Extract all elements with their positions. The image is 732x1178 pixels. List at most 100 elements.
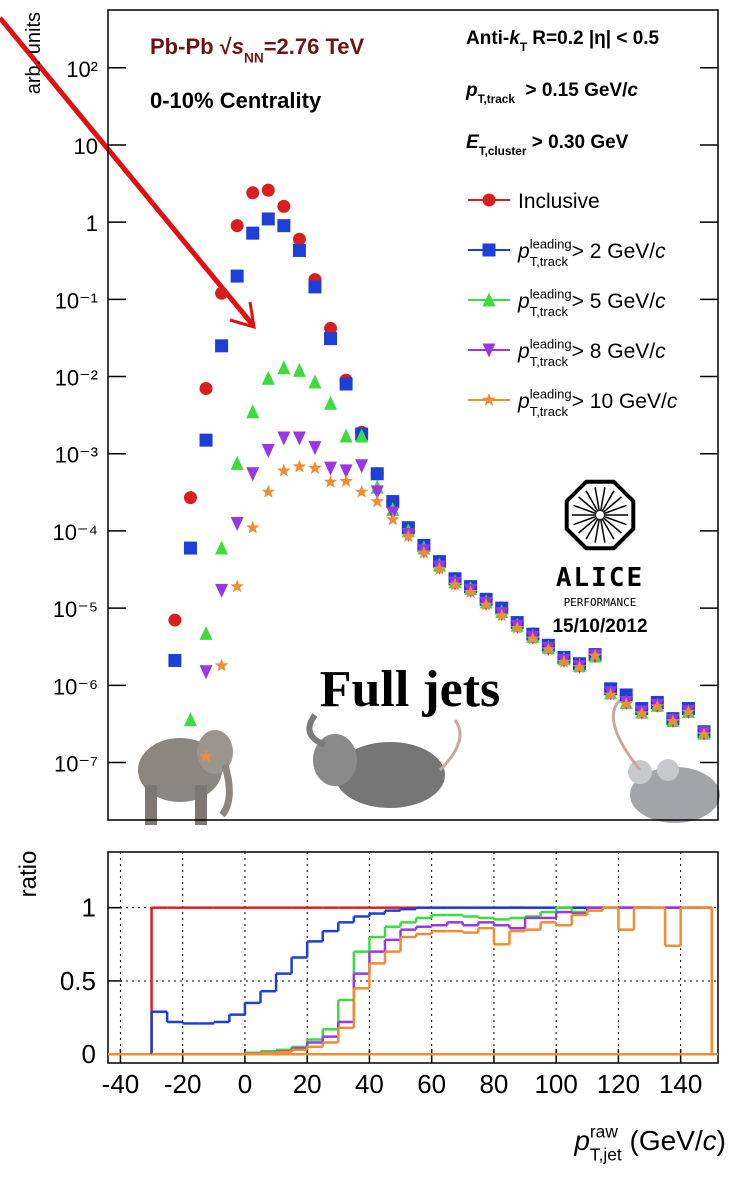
marker: [401, 529, 416, 543]
marker: [386, 495, 400, 509]
text-part: c: [655, 240, 666, 263]
plot-frame: [107, 851, 719, 1064]
text-part: c: [703, 1125, 717, 1156]
marker: [246, 226, 260, 240]
legend-label: pleading T,track > 5 GeV/c: [517, 287, 666, 319]
step-riser: [150, 907, 714, 1055]
marker: [324, 321, 338, 335]
marker: [494, 608, 509, 622]
legend-marker: [482, 392, 496, 406]
arrow: [0, 16, 256, 330]
text-part: p: [573, 1125, 590, 1156]
text-part: p: [465, 80, 478, 101]
marker: [324, 461, 338, 476]
marker: [324, 395, 338, 410]
marker: [230, 516, 244, 531]
text-part: s: [232, 34, 244, 59]
logo-ray: [573, 504, 597, 515]
y-tick-label: 1: [82, 893, 96, 923]
y-tick-label: 10²: [66, 57, 98, 82]
marker: [168, 653, 182, 667]
legend-label: pleading T,track > 8 GeV/c: [517, 337, 666, 369]
text-part: leading: [530, 237, 572, 252]
text-part: p: [517, 240, 530, 263]
marker: [215, 286, 229, 300]
y-tick-label: 10⁻¹: [55, 288, 98, 313]
text-part: leading: [530, 337, 572, 352]
text-part: T,track: [478, 93, 516, 106]
marker: [261, 370, 275, 385]
marker: [292, 431, 306, 446]
x-tick-label: 40: [355, 1069, 384, 1099]
logo-ray: [602, 516, 622, 534]
marker: [681, 704, 696, 718]
text-part: c: [655, 290, 666, 313]
marker: [199, 625, 213, 640]
text-part: c: [627, 80, 638, 101]
y-tick-label: 10⁻⁶: [53, 674, 98, 699]
marker: [324, 332, 338, 346]
text-part: > 10 GeV/: [572, 390, 667, 413]
text-part: (GeV/: [622, 1125, 703, 1156]
marker: [354, 484, 369, 498]
marker: [339, 377, 353, 391]
x-tick-label: 0: [238, 1069, 252, 1099]
marker: [277, 199, 291, 213]
text-part: T,track: [530, 354, 569, 369]
marker: [261, 444, 275, 459]
y-tick-label: 1: [86, 211, 98, 236]
marker: [183, 712, 197, 727]
y-tick-label: 10⁻²: [55, 366, 98, 391]
marker: [526, 631, 540, 645]
y-tick-label: 10⁻³: [55, 443, 98, 468]
logo-ray: [573, 515, 597, 526]
marker: [355, 428, 369, 443]
text-part: > 5 GeV/: [572, 290, 656, 313]
marker: [261, 484, 276, 498]
marker: [463, 585, 478, 599]
text-part: E: [466, 132, 480, 153]
annotation: Full jets: [320, 661, 501, 718]
text-part: p: [517, 340, 530, 363]
text-part: leading: [530, 387, 572, 402]
legend-marker: [482, 193, 496, 207]
text-part: leading: [530, 287, 572, 302]
legend-marker: [482, 343, 496, 358]
logo-subtitle: PERFORMANCE: [564, 596, 637, 609]
marker: [214, 658, 229, 672]
marker: [619, 697, 633, 710]
marker: [168, 613, 182, 627]
marker: [308, 461, 322, 474]
marker: [448, 577, 462, 591]
logo-ray: [603, 504, 627, 515]
marker: [215, 339, 229, 353]
marker: [277, 219, 291, 233]
y-tick-label: 10⁻⁵: [53, 597, 98, 622]
marker: [230, 579, 244, 593]
marker: [479, 597, 493, 611]
x-tick-label: 80: [479, 1069, 508, 1099]
marker: [277, 360, 291, 375]
marker: [650, 699, 665, 713]
logo-octagon: [564, 479, 636, 551]
marker: [277, 463, 291, 477]
text-part: raw: [590, 1121, 618, 1141]
marker: [261, 183, 275, 197]
x-tick-label: 20: [293, 1069, 322, 1099]
text-part: T,jet: [590, 1145, 622, 1165]
marker: [230, 269, 244, 283]
marker: [323, 474, 338, 488]
marker: [183, 541, 197, 555]
text-part: c: [655, 340, 666, 363]
text-part: > 2 GeV/: [572, 240, 656, 263]
text-part: p: [517, 290, 530, 313]
marker: [292, 232, 306, 246]
text-part: > 8 GeV/: [572, 340, 656, 363]
marker: [355, 459, 369, 474]
text-part: T,track: [530, 254, 569, 269]
x-tick-label: -40: [102, 1069, 140, 1099]
marker: [339, 474, 353, 487]
marker: [199, 665, 213, 680]
marker: [308, 280, 322, 294]
marker: [215, 583, 229, 598]
